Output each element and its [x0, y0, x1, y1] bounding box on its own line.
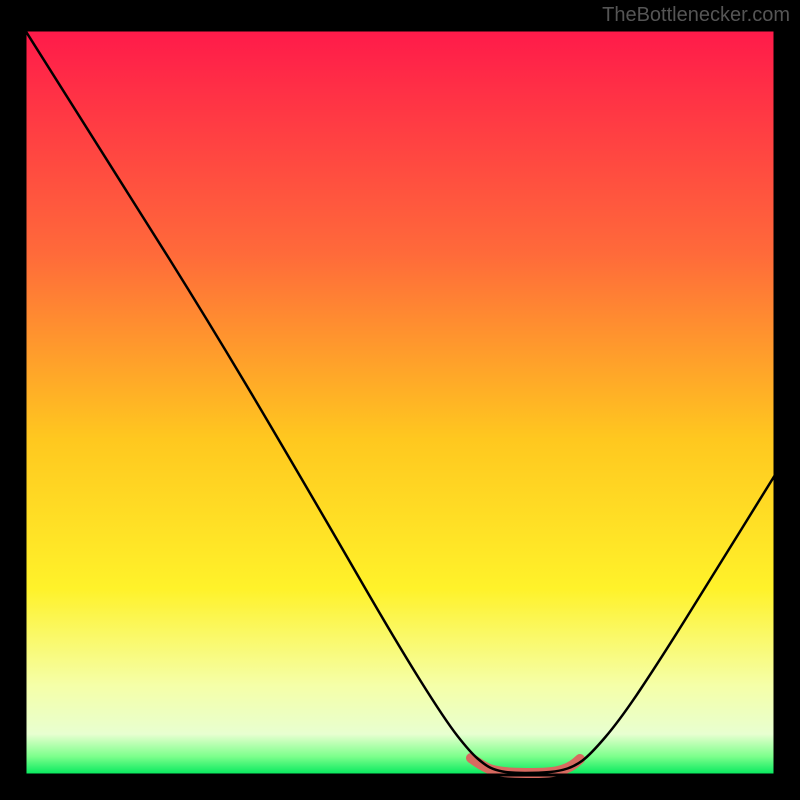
watermark-text: TheBottlenecker.com [602, 4, 790, 27]
bottleneck-chart [0, 0, 800, 800]
gradient-background [25, 30, 775, 775]
chart-container: TheBottlenecker.com [0, 0, 800, 800]
